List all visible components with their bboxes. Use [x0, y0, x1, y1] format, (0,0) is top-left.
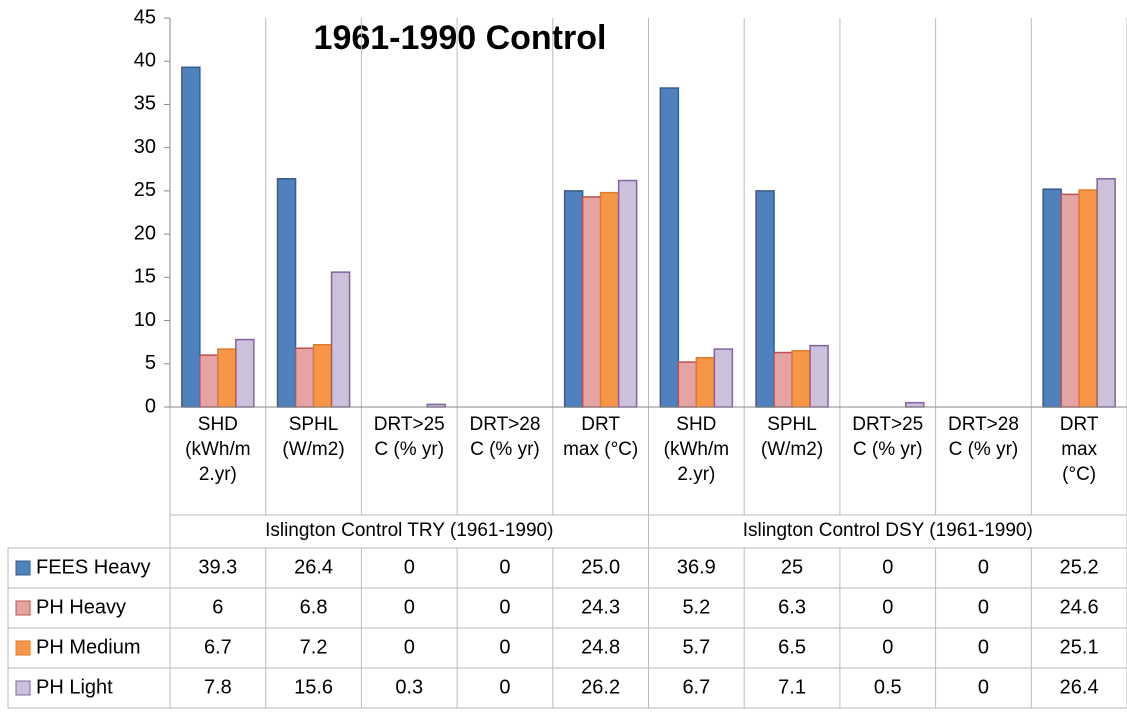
- y-tick-label: 40: [134, 50, 156, 72]
- bar: [1078, 189, 1098, 408]
- table-cell: 26.2: [581, 676, 620, 698]
- table-cell: 24.3: [581, 596, 620, 618]
- table-cell: 0: [978, 636, 989, 658]
- table-cell: 6.5: [778, 636, 806, 658]
- bar: [809, 344, 829, 408]
- table-cell: 25: [781, 556, 803, 578]
- bar: [563, 190, 584, 408]
- legend-key: [15, 640, 31, 656]
- bar: [312, 344, 333, 408]
- group-label: Islington Control DSY (1961-1990): [743, 520, 1033, 541]
- bar: [677, 361, 698, 408]
- table-cell: 7.1: [778, 676, 806, 698]
- table-cell: 6.8: [300, 596, 328, 618]
- y-tick-label: 10: [134, 309, 156, 331]
- table-cell: 6.7: [682, 676, 710, 698]
- table-cell: 25.1: [1060, 636, 1099, 658]
- x-tick-label: DRT>28 C (% yr): [947, 414, 1019, 460]
- bar: [713, 348, 734, 408]
- y-tick-label: 35: [134, 93, 156, 115]
- legend-label: FEES Heavy: [36, 556, 150, 578]
- x-tick-label: DRT max (°C): [563, 414, 639, 460]
- x-tick-label: SPHL (W/m2): [760, 414, 824, 460]
- x-tick-label: DRT>25 C (% yr): [852, 414, 924, 460]
- bar: [1042, 188, 1062, 408]
- bar: [330, 271, 351, 408]
- x-tick-label: SPHL (W/m2): [282, 414, 345, 460]
- x-tick-label: DRT>25 C (% yr): [373, 414, 445, 460]
- legend-label: PH Heavy: [36, 596, 126, 618]
- table-cell: 0: [499, 556, 510, 578]
- bar: [773, 351, 793, 408]
- table-cell: 24.8: [581, 636, 620, 658]
- y-tick-label: 15: [134, 266, 156, 288]
- table-cell: 0.3: [395, 676, 423, 698]
- bar: [181, 66, 201, 408]
- table-cell: 6.7: [204, 636, 232, 658]
- table-cell: 5.2: [682, 596, 710, 618]
- bar: [294, 347, 315, 408]
- table-cell: 0: [499, 636, 510, 658]
- x-tick-label: SHD (kWh/m 2.yr): [185, 414, 251, 485]
- table-cell: 0: [404, 596, 415, 618]
- y-tick-label: 25: [134, 179, 156, 201]
- bar: [1096, 178, 1116, 408]
- table-cell: 0: [882, 596, 893, 618]
- legend-label: PH Medium: [36, 636, 140, 658]
- table-cell: 26.4: [1060, 676, 1099, 698]
- x-tick-label: DRT>28 C (% yr): [469, 414, 541, 460]
- table-cell: 0: [499, 676, 510, 698]
- bar: [791, 350, 811, 408]
- bar: [1060, 193, 1080, 408]
- table-cell: 25.2: [1060, 556, 1099, 578]
- bar: [276, 178, 297, 408]
- legend-key: [15, 600, 31, 616]
- x-tick-label: DRT max (°C): [1059, 414, 1099, 485]
- bar: [659, 87, 680, 408]
- table-cell: 6.3: [778, 596, 806, 618]
- table-cell: 0: [882, 556, 893, 578]
- legend-key: [15, 680, 31, 696]
- bar: [905, 401, 925, 408]
- bar: [581, 196, 602, 408]
- table-cell: 0: [978, 556, 989, 578]
- table-cell: 0: [499, 596, 510, 618]
- table-cell: 15.6: [294, 676, 333, 698]
- table-cell: 25.0: [581, 556, 620, 578]
- legend-label: PH Light: [36, 676, 113, 698]
- bar: [617, 179, 638, 408]
- bar: [199, 354, 219, 408]
- bar: [235, 338, 255, 408]
- table-cell: 36.9: [677, 556, 716, 578]
- y-tick-label: 0: [145, 395, 156, 417]
- y-tick-label: 5: [145, 352, 156, 374]
- table-cell: 6: [212, 596, 223, 618]
- bar: [599, 191, 620, 408]
- bar: [695, 356, 716, 408]
- y-tick-label: 45: [134, 6, 156, 28]
- table-cell: 5.7: [682, 636, 710, 658]
- table-cell: 0: [404, 556, 415, 578]
- chart-title: 1961-1990 Control: [314, 19, 607, 57]
- table-cell: 0: [404, 636, 415, 658]
- table-cell: 0.5: [874, 676, 902, 698]
- table-cell: 39.3: [198, 556, 237, 578]
- table-cell: 26.4: [294, 556, 333, 578]
- table-cell: 24.6: [1060, 596, 1099, 618]
- y-tick-label: 30: [134, 136, 156, 158]
- table-cell: 7.8: [204, 676, 232, 698]
- table-cell: 7.2: [300, 636, 328, 658]
- table-cell: 0: [882, 636, 893, 658]
- legend-key: [15, 560, 31, 576]
- bar: [217, 348, 237, 408]
- group-label: Islington Control TRY (1961-1990): [265, 520, 553, 541]
- y-tick-label: 20: [134, 222, 156, 244]
- table-cell: 0: [978, 596, 989, 618]
- table-cell: 0: [978, 676, 989, 698]
- bar: [755, 190, 775, 408]
- x-tick-label: SHD (kWh/m 2.yr): [663, 414, 730, 485]
